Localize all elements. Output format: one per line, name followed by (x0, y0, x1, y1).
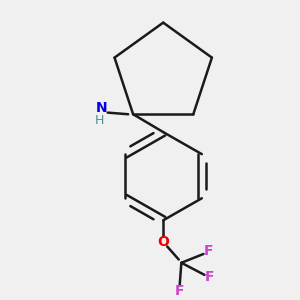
Text: O: O (157, 235, 169, 248)
Text: F: F (175, 284, 184, 298)
Text: N: N (96, 101, 108, 115)
Text: F: F (205, 271, 214, 284)
Text: F: F (204, 244, 213, 258)
Text: H: H (94, 114, 104, 127)
